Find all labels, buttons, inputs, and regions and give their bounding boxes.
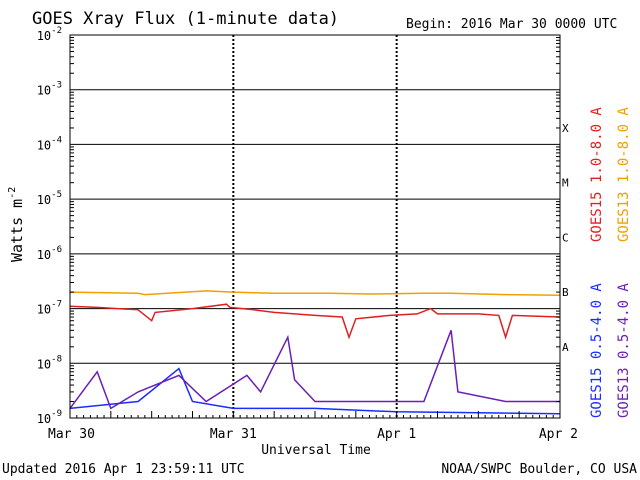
y-tick-label: 10-2 — [37, 26, 62, 43]
y-tick-label: 10-6 — [37, 245, 62, 262]
series-line — [69, 330, 560, 410]
x-axis-label: Universal Time — [261, 443, 371, 458]
plot-frame — [69, 34, 561, 419]
y-axis-label: Watts m-2 — [7, 187, 26, 262]
chart-title: GOES Xray Flux (1-minute data) — [32, 9, 339, 29]
y-axis-label-superscript: -2 — [7, 187, 18, 199]
begin-time: Begin: 2016 Mar 30 0000 UTC — [406, 17, 617, 32]
series-line — [69, 290, 561, 297]
y-tick-label: 10-9 — [37, 409, 62, 426]
grid-layer — [70, 34, 560, 419]
y-tick-label: 10-7 — [37, 300, 62, 317]
series-layer — [69, 290, 561, 415]
x-tick-label: Mar 31 — [210, 427, 257, 442]
y-tick-label: 10-8 — [37, 354, 62, 371]
flare-class-label: C — [562, 231, 569, 244]
y-axis-label-text: Watts m — [8, 199, 26, 262]
svg-text:Watts m-2: Watts m-2 — [7, 187, 26, 262]
y-tick-label: 10-5 — [37, 190, 62, 207]
series-line — [69, 303, 561, 340]
legend-entry: GOES13 0.5-4.0 A — [616, 283, 632, 418]
x-tick-label: Apr 1 — [377, 427, 416, 442]
x-tick-label: Apr 2 — [539, 427, 578, 442]
x-tick-label: Mar 30 — [48, 427, 95, 442]
credit-text: NOAA/SWPC Boulder, CO USA — [441, 462, 637, 477]
y-tick-label: 10-4 — [37, 135, 62, 152]
legend: GOES15 1.0-8.0 A GOES13 1.0-8.0 A GOES15 0… — [589, 107, 632, 418]
flare-class-label: M — [562, 177, 569, 190]
legend-entry: GOES13 1.0-8.0 A — [616, 107, 632, 242]
series-line — [69, 367, 561, 415]
legend-entry: GOES15 0.5-4.0 A — [589, 283, 605, 418]
legend-entry: GOES15 1.0-8.0 A — [589, 107, 605, 242]
flare-class-label: A — [562, 341, 569, 354]
y-tick-label: 10-3 — [37, 81, 62, 98]
flare-class-label: B — [562, 286, 569, 299]
updated-time: Updated 2016 Apr 1 23:59:11 UTC — [2, 462, 245, 477]
flare-class-label: X — [562, 122, 569, 135]
